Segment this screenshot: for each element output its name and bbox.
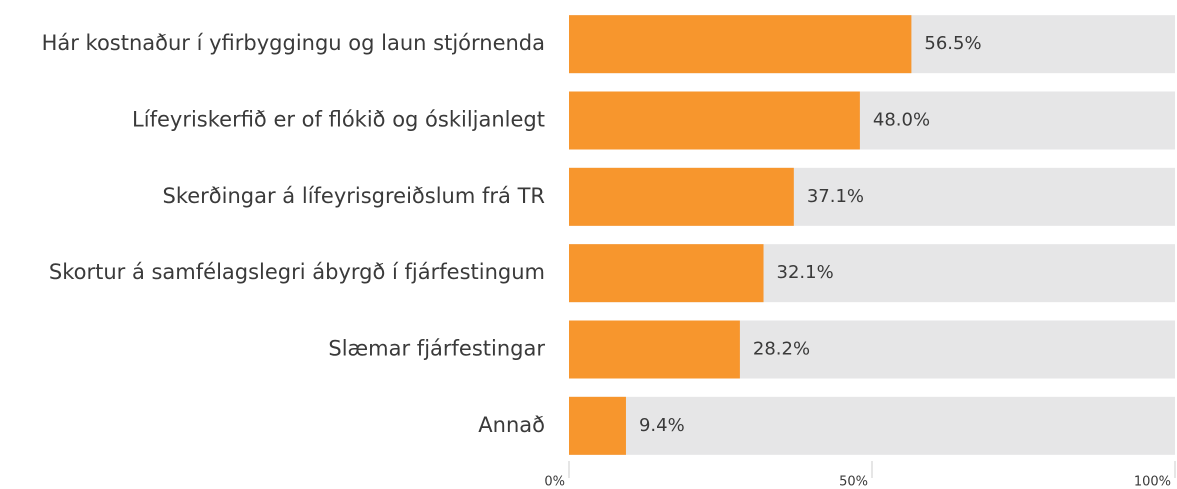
category-label: Hár kostnaður í yfirbyggingu og laun stj… (42, 31, 545, 55)
x-tick-label: 0% (544, 475, 565, 489)
value-label: 9.4% (639, 415, 685, 436)
bar (569, 320, 740, 379)
bar (569, 167, 794, 226)
bar (569, 15, 912, 74)
x-tick-label: 100% (1134, 475, 1171, 489)
category-label: Slæmar fjárfestingar (328, 337, 545, 361)
bar (569, 396, 626, 455)
bar-track (569, 396, 1175, 455)
value-label: 37.1% (807, 186, 864, 207)
bar (569, 91, 860, 150)
value-label: 56.5% (924, 33, 981, 54)
category-label: Annað (478, 413, 545, 437)
category-label: Skerðingar á lífeyrisgreiðslum frá TR (163, 184, 545, 208)
bar (569, 244, 764, 303)
x-tick-label: 50% (839, 475, 868, 489)
value-label: 32.1% (777, 262, 834, 283)
value-label: 28.2% (753, 339, 810, 360)
value-label: 48.0% (873, 110, 930, 131)
category-label: Lífeyriskerfið er of flókið og óskiljanl… (132, 108, 545, 132)
category-label: Skortur á samfélagslegri ábyrgð í fjárfe… (49, 260, 545, 284)
